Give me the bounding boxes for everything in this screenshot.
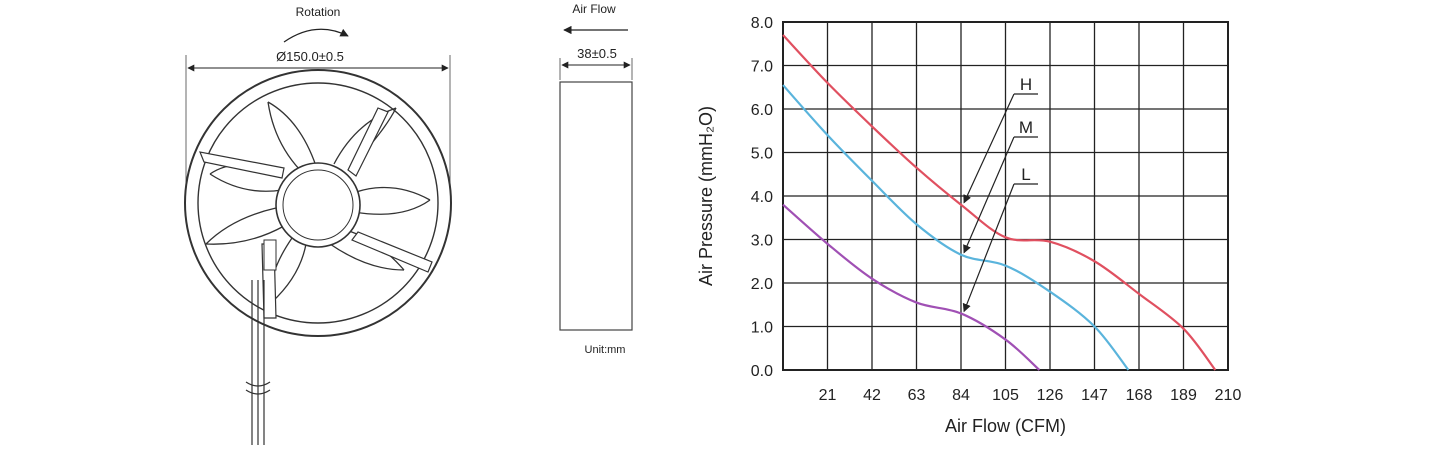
y-tick-label: 0.0 (751, 363, 773, 380)
x-tick-label: 63 (908, 387, 926, 404)
series-label-h: H (1020, 75, 1032, 94)
fan-spokes (199, 107, 433, 319)
x-tick-label: 210 (1215, 387, 1242, 404)
x-axis-label: Air Flow (CFM) (945, 416, 1066, 436)
series-line-l (782, 203, 1041, 371)
series-line-h (782, 34, 1217, 371)
fan-hub (275, 162, 361, 248)
y-tick-label: 7.0 (751, 59, 773, 76)
chart-series (782, 34, 1217, 371)
fan-outer-ring (184, 69, 452, 337)
side-view: Air Flow 38±0.5 Unit:mm (559, 2, 633, 356)
x-tick-label: 21 (819, 387, 837, 404)
fan-lead-wires (245, 280, 271, 445)
x-tick-label: 168 (1126, 387, 1153, 404)
callout-leader-arrow (963, 93, 1015, 204)
y-tick-labels: 0.0 1.0 2.0 3.0 4.0 5.0 6.0 7.0 8.0 (751, 15, 773, 380)
x-tick-label: 42 (863, 387, 881, 404)
pq-curve-chart: 0.0 1.0 2.0 3.0 4.0 5.0 6.0 7.0 8.0 21 42 63 84 105 1… (696, 15, 1241, 436)
unit-label: Unit:mm (585, 344, 626, 356)
series-label-m: M (1019, 118, 1033, 137)
series-callouts: H M L (962, 75, 1038, 313)
wire-clip (263, 239, 277, 271)
series-label-l: L (1021, 165, 1030, 184)
series-line-m (782, 84, 1130, 371)
callout-leader-arrow (963, 136, 1015, 254)
x-tick-label: 84 (952, 387, 970, 404)
y-tick-label: 6.0 (751, 102, 773, 119)
x-tick-label: 189 (1170, 387, 1197, 404)
x-tick-label: 105 (992, 387, 1019, 404)
fan-hub-inner (282, 169, 354, 241)
y-tick-label: 3.0 (751, 233, 773, 250)
y-tick-label: 1.0 (751, 320, 773, 337)
callout-leader-arrow (962, 183, 1015, 313)
y-axis-label: Air Pressure (mmH₂O) (696, 106, 716, 286)
x-tick-labels: 21 42 63 84 105 126 147 168 189 210 (819, 387, 1242, 404)
rotation-label: Rotation (296, 5, 341, 19)
thickness-label: 38±0.5 (577, 46, 617, 61)
fan-inner-ring (197, 82, 439, 324)
x-tick-label: 126 (1037, 387, 1064, 404)
x-tick-label: 147 (1081, 387, 1108, 404)
y-tick-label: 5.0 (751, 146, 773, 163)
y-tick-label: 2.0 (751, 276, 773, 293)
diameter-label: Ø150.0±0.5 (276, 49, 344, 64)
chart-grid (782, 21, 1229, 371)
airflow-label: Air Flow (572, 2, 616, 16)
y-tick-label: 4.0 (751, 189, 773, 206)
rotation-arrow-icon (283, 28, 349, 43)
front-view: Rotation Ø150.0±0.5 (184, 5, 452, 445)
y-tick-label: 8.0 (751, 15, 773, 32)
fan-side-profile (559, 81, 633, 331)
